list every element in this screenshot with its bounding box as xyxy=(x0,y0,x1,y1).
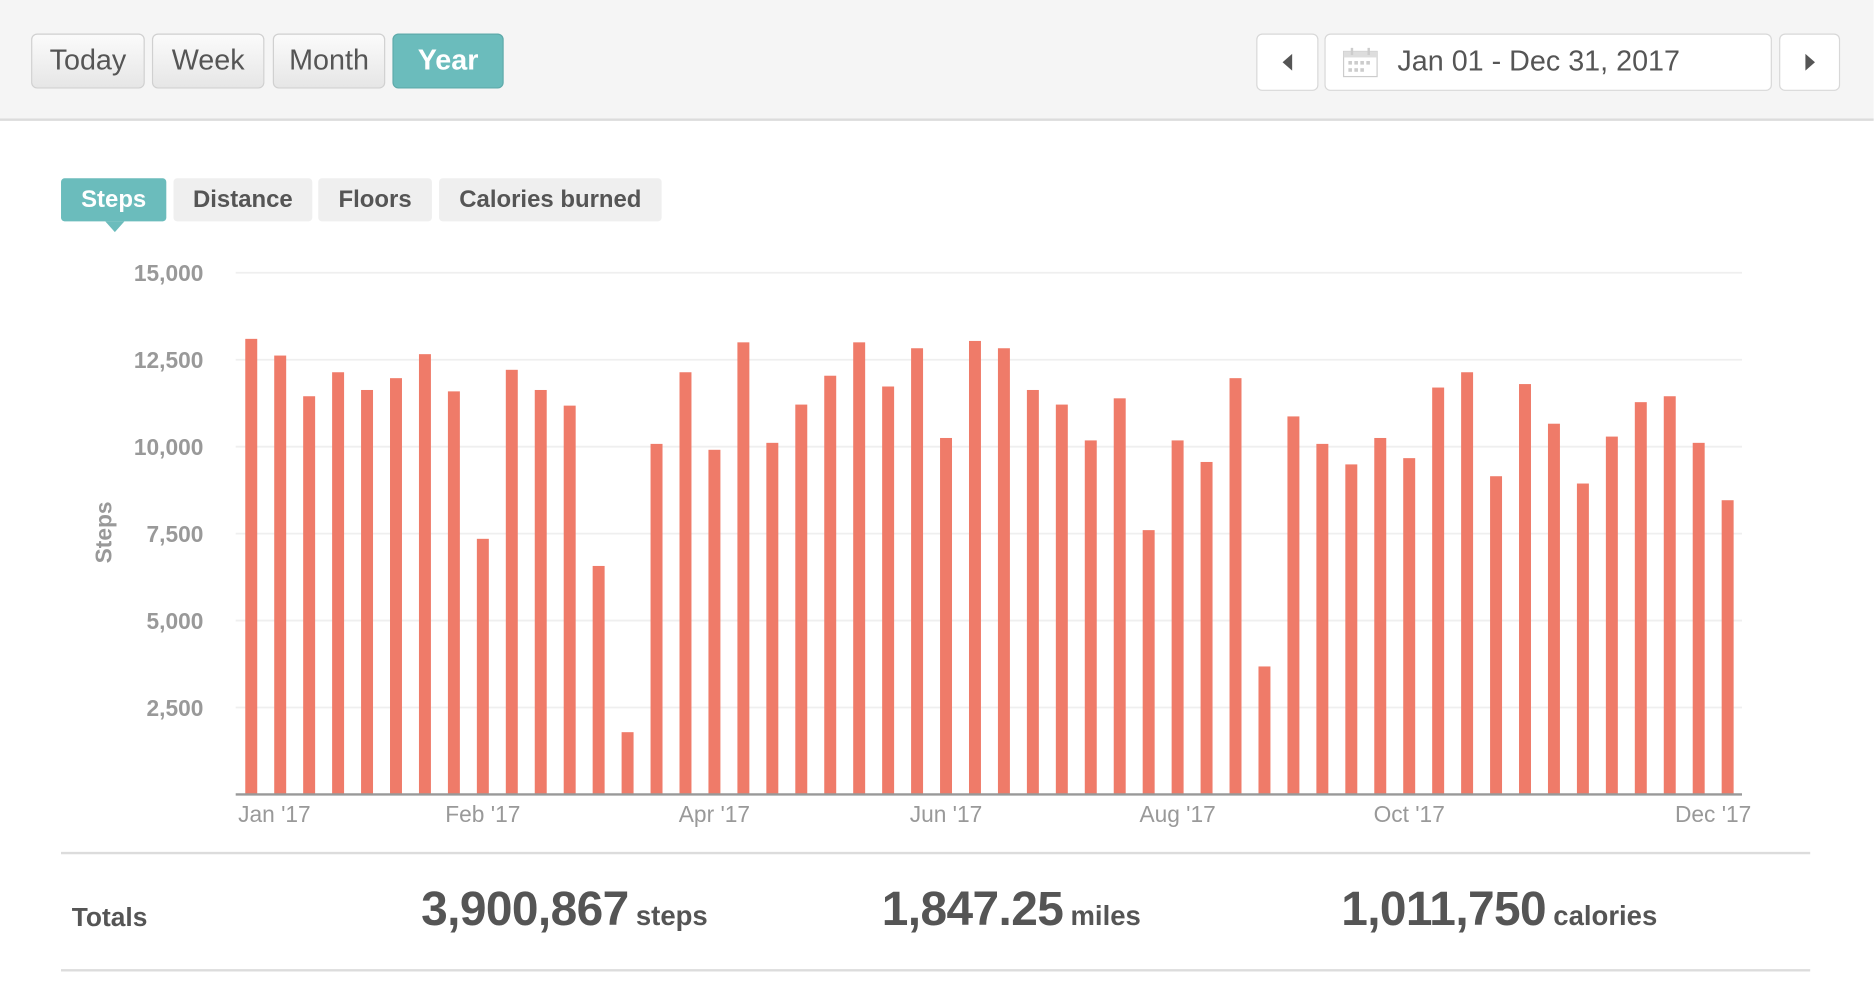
tab-distance[interactable]: Distance xyxy=(173,178,313,222)
bar xyxy=(1026,389,1039,795)
x-tick-label: Apr '17 xyxy=(679,801,750,827)
y-tick-label: 15,000 xyxy=(134,260,204,286)
week-button[interactable]: Week xyxy=(151,33,265,89)
month-button[interactable]: Month xyxy=(272,33,386,89)
prev-period-button[interactable] xyxy=(1256,33,1319,91)
bar xyxy=(1605,436,1618,795)
bar xyxy=(534,389,547,795)
bar xyxy=(245,338,258,795)
y-tick-label: 5,000 xyxy=(147,608,204,634)
y-tick-label: 12,500 xyxy=(134,347,204,373)
x-tick-label: Aug '17 xyxy=(1139,801,1215,827)
bar xyxy=(679,372,692,795)
calendar-icon xyxy=(1342,47,1378,78)
total-calories-value: 1,011,750 xyxy=(1341,882,1547,936)
bar xyxy=(476,538,489,795)
total-distance-unit: miles xyxy=(1070,899,1141,931)
bar xyxy=(505,369,518,795)
tab-calories-burned[interactable]: Calories burned xyxy=(439,178,662,222)
bar xyxy=(1519,384,1531,795)
bar xyxy=(361,389,374,795)
bar xyxy=(274,355,287,795)
total-distance: 1,847.25 miles xyxy=(882,883,1141,937)
total-distance-value: 1,847.25 xyxy=(881,882,1064,936)
bar xyxy=(1345,464,1358,795)
total-calories: 1,011,750 calories xyxy=(1341,883,1657,937)
bar xyxy=(650,443,663,795)
bar xyxy=(1576,483,1589,795)
y-tick-label: 7,500 xyxy=(147,521,204,547)
totals-label: Totals xyxy=(71,902,148,933)
active-tab-caret xyxy=(105,221,125,233)
bar xyxy=(795,404,808,795)
bar xyxy=(332,372,345,795)
bar xyxy=(592,565,605,795)
bar xyxy=(1547,423,1560,795)
bar xyxy=(766,442,779,795)
bar xyxy=(1461,372,1474,795)
bar xyxy=(1721,500,1734,795)
bar xyxy=(1200,461,1213,795)
total-steps-value: 3,900,867 xyxy=(421,882,629,936)
steps-bar-chart: 2,500 5,000 7,500 10,000 12,500 15,000 Jan '1… xyxy=(90,260,1751,827)
bar xyxy=(1171,440,1184,795)
bar xyxy=(853,342,866,795)
bar xyxy=(1113,398,1126,795)
bar xyxy=(1084,440,1097,795)
today-button[interactable]: Today xyxy=(31,33,145,89)
bar xyxy=(1142,530,1155,795)
bar xyxy=(303,396,316,795)
caret-right-icon xyxy=(1804,53,1815,71)
bar xyxy=(1316,443,1329,795)
bar xyxy=(1692,442,1705,795)
x-tick-label: Oct '17 xyxy=(1374,801,1445,827)
bar xyxy=(940,437,953,795)
x-tick-label: Jun '17 xyxy=(910,801,983,827)
tab-floors[interactable]: Floors xyxy=(318,178,432,222)
bar xyxy=(621,732,634,795)
bar xyxy=(737,342,750,795)
bar xyxy=(1258,666,1271,795)
bar xyxy=(1055,404,1068,795)
bar xyxy=(997,348,1010,795)
bar xyxy=(390,378,402,795)
y-axis-title: Steps xyxy=(90,501,116,563)
bar xyxy=(418,354,431,795)
x-tick-label: Feb '17 xyxy=(445,801,520,827)
next-period-button[interactable] xyxy=(1779,33,1841,91)
bar xyxy=(1374,437,1387,795)
bar xyxy=(882,386,895,795)
total-calories-unit: calories xyxy=(1553,899,1658,931)
x-tick-label: Jan '17 xyxy=(238,801,311,827)
bar xyxy=(1663,396,1676,795)
divider xyxy=(61,851,1811,855)
bar xyxy=(1229,378,1242,795)
x-tick-label: Dec '17 xyxy=(1675,801,1751,827)
bar xyxy=(1634,402,1647,795)
bar xyxy=(447,391,460,795)
bar xyxy=(1490,476,1503,795)
bar xyxy=(911,348,924,795)
bar xyxy=(1432,387,1445,795)
total-steps: 3,900,867 steps xyxy=(421,883,708,937)
bar xyxy=(563,405,576,795)
y-tick-label: 2,500 xyxy=(147,695,204,721)
toolbar: Today Week Month Year Jan 01 - Dec 31, 2… xyxy=(0,0,1874,121)
caret-left-icon xyxy=(1282,53,1293,71)
date-range-picker[interactable]: Jan 01 - Dec 31, 2017 xyxy=(1324,33,1772,91)
bar xyxy=(708,449,721,795)
tab-steps[interactable]: Steps xyxy=(61,178,167,222)
divider xyxy=(61,969,1811,972)
bar xyxy=(968,340,981,795)
total-steps-unit: steps xyxy=(635,899,708,931)
bar xyxy=(1287,416,1300,795)
date-range-label: Jan 01 - Dec 31, 2017 xyxy=(1397,45,1680,78)
bar xyxy=(824,375,837,795)
bar xyxy=(1403,458,1416,795)
year-button[interactable]: Year xyxy=(392,33,504,89)
y-tick-label: 10,000 xyxy=(134,434,204,460)
